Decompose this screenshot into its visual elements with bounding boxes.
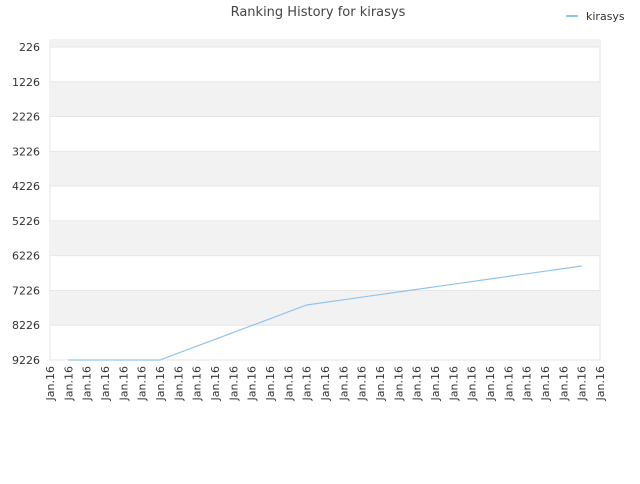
grid-band <box>50 220 600 256</box>
x-tick-label: Jan.16 <box>502 366 515 401</box>
x-tick-label: Jan.16 <box>44 366 57 401</box>
y-tick-label: 9226 <box>12 354 40 367</box>
legend-label: kirasys <box>586 10 625 23</box>
x-tick-label: Jan.16 <box>411 366 424 401</box>
x-tick-label: Jan.16 <box>282 366 295 401</box>
x-tick-label: Jan.16 <box>356 366 369 401</box>
y-tick-label: 8226 <box>12 319 40 332</box>
x-tick-label: Jan.16 <box>154 366 167 401</box>
x-tick-label: Jan.16 <box>81 366 94 401</box>
x-tick-label: Jan.16 <box>337 366 350 401</box>
x-tick-label: Jan.16 <box>227 366 240 401</box>
x-tick-label: Jan.16 <box>429 366 442 401</box>
y-tick-label: 2226 <box>12 111 40 124</box>
chart-title: Ranking History for kirasys <box>231 5 406 20</box>
x-tick-label: Jan.16 <box>392 366 405 401</box>
x-tick-label: Jan.16 <box>99 366 112 401</box>
series-line <box>68 265 582 361</box>
x-tick-label: Jan.16 <box>62 366 75 401</box>
y-tick-label: 4226 <box>12 180 40 193</box>
y-tick-label: 3226 <box>12 145 40 158</box>
grid-band <box>50 290 600 326</box>
x-tick-label: Jan.16 <box>447 366 460 401</box>
x-tick-label: Jan.16 <box>484 366 497 401</box>
x-tick-label: Jan.16 <box>117 366 130 401</box>
x-tick-label: Jan.16 <box>319 366 332 401</box>
x-tick-label: Jan.16 <box>466 366 479 401</box>
grid-band <box>50 40 600 47</box>
y-tick-label: 5226 <box>12 215 40 228</box>
x-tick-label: Jan.16 <box>521 366 534 401</box>
grid-band <box>50 151 600 187</box>
x-tick-label: Jan.16 <box>264 366 277 401</box>
x-tick-label: Jan.16 <box>557 366 570 401</box>
grid-band <box>50 81 600 117</box>
x-tick-label: Jan.16 <box>136 366 149 401</box>
x-tick-label: Jan.16 <box>246 366 259 401</box>
x-tick-label: Jan.16 <box>594 366 607 401</box>
x-tick-label: Jan.16 <box>374 366 387 401</box>
y-tick-label: 6226 <box>12 250 40 263</box>
y-tick-label: 226 <box>19 41 40 54</box>
x-tick-label: Jan.16 <box>301 366 314 401</box>
y-tick-label: 1226 <box>12 76 40 89</box>
x-tick-label: Jan.16 <box>576 366 589 401</box>
x-tick-label: Jan.16 <box>191 366 204 401</box>
y-tick-label: 7226 <box>12 284 40 297</box>
x-tick-label: Jan.16 <box>539 366 552 401</box>
x-tick-label: Jan.16 <box>172 366 185 401</box>
x-tick-label: Jan.16 <box>209 366 222 401</box>
